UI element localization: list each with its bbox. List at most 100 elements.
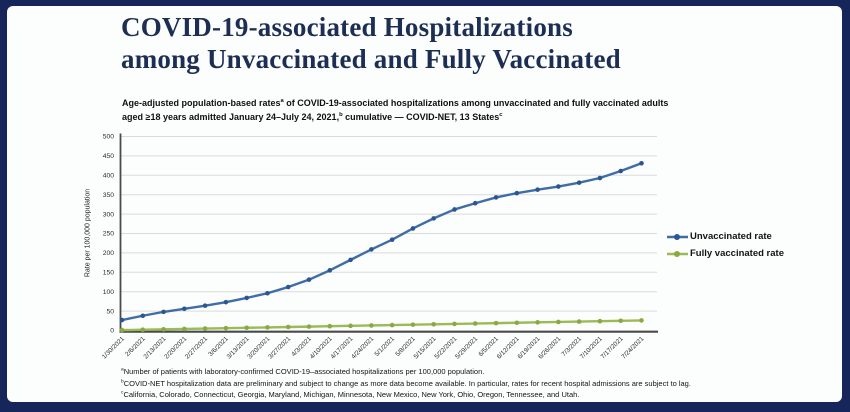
data-point (618, 318, 624, 324)
footnote-c-text: California, Colorado, Connecticut, Georg… (123, 390, 580, 400)
data-point (410, 322, 416, 327)
data-point (410, 226, 416, 231)
data-point (140, 313, 146, 319)
data-point (389, 237, 395, 243)
data-point (576, 180, 582, 185)
subtitle-text: cumulative — COVID-NET, 13 States (342, 111, 500, 122)
fully-vaccinated-line-swatch (667, 250, 688, 257)
footnotes: aNumber of patients with laboratory-conf… (121, 366, 771, 401)
data-point (431, 216, 437, 221)
data-point (389, 322, 395, 328)
data-point (285, 284, 291, 290)
data-point (369, 247, 374, 252)
data-point (514, 320, 520, 326)
data-point (597, 175, 603, 181)
data-point (327, 268, 333, 273)
data-point (119, 327, 125, 333)
data-point (493, 195, 499, 200)
gridlines (120, 136, 657, 312)
svg-text:450: 450 (103, 153, 115, 160)
svg-text:150: 150 (103, 270, 115, 277)
svg-text:1/30/2021: 1/30/2021 (101, 335, 126, 360)
series-fully-vaccinated-rate (119, 318, 644, 333)
data-point (223, 299, 229, 305)
data-point (161, 327, 166, 332)
legend-label-fully-vaccinated: Fully vaccinated rate (690, 248, 784, 259)
data-point (639, 318, 644, 323)
svg-text:0: 0 (110, 328, 114, 335)
svg-text:200: 200 (103, 250, 115, 257)
data-point (556, 319, 561, 325)
data-point (556, 184, 561, 189)
footnote-b-text: COVID-NET hospitalization data are preli… (123, 378, 691, 388)
footnote-c-sup: c (121, 390, 124, 396)
data-point (182, 326, 187, 332)
data-point (597, 318, 603, 324)
data-point (265, 325, 270, 330)
data-point (285, 324, 291, 330)
svg-text:250: 250 (103, 231, 115, 238)
footnote-a-sup: a (121, 367, 124, 373)
footnote-c: cCalifornia, Colorado, Connecticut, Geor… (121, 389, 771, 401)
footnote-a: aNumber of patients with laboratory-conf… (121, 366, 771, 378)
legend-label-unvaccinated: Unvaccinated rate (690, 231, 772, 242)
data-point (452, 207, 457, 212)
y-axis-tick-labels: 0 50 100 150 200 250 300 350 400 450 500 (103, 134, 115, 335)
subtitle-sup-c: c (499, 111, 503, 118)
legend-item-fully-vaccinated: Fully vaccinated rate (667, 248, 784, 259)
data-point (452, 321, 457, 327)
svg-text:350: 350 (103, 192, 115, 199)
data-point (202, 303, 208, 308)
data-point (514, 190, 520, 196)
svg-text:300: 300 (103, 211, 115, 218)
svg-text:100: 100 (103, 289, 115, 296)
chart-subtitle: Age-adjusted population-based ratesa of … (122, 97, 672, 125)
data-point (618, 168, 624, 174)
data-point (535, 187, 540, 192)
footnote-b: bCOVID-NET hospitalization data are prel… (121, 378, 771, 390)
data-point (244, 295, 249, 301)
axes (119, 133, 658, 333)
footnote-a-text: Number of patients with laboratory-confi… (123, 367, 485, 376)
data-point (576, 319, 582, 324)
legend-item-unvaccinated: Unvaccinated rate (667, 231, 784, 242)
data-point (535, 320, 540, 325)
svg-text:2/27/2021: 2/27/2021 (184, 335, 209, 360)
subtitle-text: Age-adjusted population-based rates (122, 98, 281, 108)
svg-text:4/24/2021: 4/24/2021 (350, 335, 375, 360)
data-point (348, 323, 353, 329)
data-point (140, 327, 146, 333)
data-point (431, 321, 437, 327)
data-point (119, 317, 125, 323)
svg-text:6/26/2021: 6/26/2021 (537, 335, 562, 360)
slide-background (7, 6, 842, 402)
series-unvaccinated-rate (119, 160, 644, 323)
svg-text:500: 500 (103, 134, 115, 141)
slide-title: COVID-19-associated Hospitalizations amon… (121, 12, 621, 76)
data-point (306, 324, 312, 329)
data-point (493, 320, 499, 326)
svg-text:400: 400 (103, 173, 115, 180)
slide-title-line1: COVID-19-associated Hospitalizations (121, 12, 573, 42)
data-point (639, 160, 644, 166)
slide-title-line2: among Unvaccinated and Fully Vaccinated (121, 43, 621, 74)
svg-text:3/27/2021: 3/27/2021 (267, 335, 292, 360)
data-point (472, 321, 478, 326)
data-point (244, 325, 249, 331)
data-point (369, 323, 374, 328)
subtitle-text: of COVID-19-associated hospitalizations … (122, 98, 669, 122)
data-point (265, 290, 270, 296)
data-point (472, 200, 478, 206)
svg-text:5/29/2021: 5/29/2021 (454, 335, 479, 360)
x-axis-tick-labels: 1/30/20212/6/20212/13/20212/20/20212/27/… (101, 335, 646, 360)
footnote-b-sup: b (121, 379, 124, 385)
subtitle-sup-b: b (339, 111, 343, 118)
data-point (161, 309, 166, 315)
data-point (327, 323, 333, 329)
unvaccinated-line-swatch (667, 233, 688, 240)
data-point (348, 257, 353, 263)
data-point (182, 306, 187, 312)
data-point (202, 326, 208, 331)
data-point (306, 277, 312, 282)
